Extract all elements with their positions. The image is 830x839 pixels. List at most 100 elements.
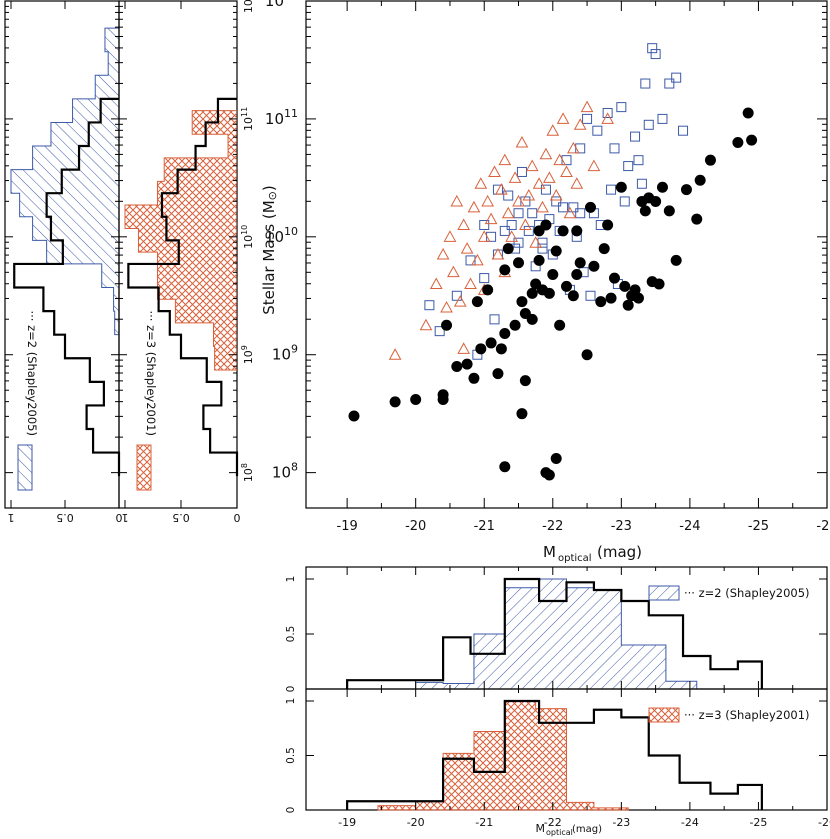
z3-triangle-point [460, 242, 474, 254]
x-tick-label: -21 [475, 816, 493, 829]
black-circle-point [502, 243, 514, 255]
z3-triangle-point [474, 177, 488, 189]
z3-triangle-point [573, 118, 587, 130]
y-tick-label: 0 [285, 686, 297, 693]
z2-square-point [623, 161, 634, 172]
black-circle-point [540, 219, 552, 231]
z2-square-point [434, 326, 445, 337]
svg-text:··· z=2 (Shapley2005): ··· z=2 (Shapley2005) [25, 310, 39, 436]
z3-triangle-point [443, 230, 457, 242]
x-tick-label: 0 [116, 511, 123, 524]
y-tick-label: 1010 [265, 225, 298, 246]
z3-triangle-point [556, 112, 570, 124]
x-tick-label: 0.5 [172, 511, 190, 524]
z3-triangle-point [522, 189, 536, 201]
z3-triangle-point [515, 135, 529, 148]
x-tick-label: -22 [542, 519, 563, 534]
black-circle-point [471, 296, 483, 308]
z2-square-point [585, 290, 596, 301]
black-circle-point [533, 254, 545, 266]
black-circle-point [598, 243, 610, 255]
z2-square-point [561, 155, 572, 166]
black-circle-point [547, 269, 559, 281]
black-circle-point [581, 349, 593, 361]
bottom-xlabel-sub: optical [546, 828, 573, 837]
black-circle-point [499, 461, 511, 473]
svg-text:··· z=2 (Shapley2005): ··· z=2 (Shapley2005) [684, 586, 810, 600]
x-tick-label: -26 [818, 816, 830, 829]
z2-square-point [664, 78, 675, 89]
z3-triangle-point [508, 171, 522, 183]
black-circle-point [389, 396, 401, 408]
z3-triangle-point [467, 200, 481, 213]
black-circle-point [622, 299, 634, 311]
z3-triangle-point [457, 218, 471, 231]
black-circle-point [550, 245, 562, 257]
z2-square-point [503, 190, 514, 201]
z2-square-point [606, 184, 617, 195]
black-circle-point [461, 358, 473, 370]
z2-square-point [486, 231, 497, 242]
z3-triangle-point [471, 253, 484, 266]
shaded-histogram [377, 700, 629, 811]
black-circle-point [554, 319, 566, 331]
black-circle-point [574, 257, 586, 269]
z3-triangle-point [477, 230, 491, 242]
z2-square-point [630, 131, 641, 142]
z3-triangle-point [529, 236, 542, 248]
z3-triangle-point [495, 183, 508, 195]
black-circle-point [485, 337, 497, 349]
z2-square-point [609, 143, 620, 154]
black-circle-point [663, 205, 675, 217]
hist-bottom-z3-panel: 0 0.5 1 ··· z=3 (Shapley2001) -19 -20 -21 -22… [285, 688, 830, 837]
black-circle-point [650, 195, 662, 207]
black-circle-point [468, 372, 480, 384]
y-tick-label: 0.5 [285, 747, 297, 764]
y-tick-label: 1 [285, 576, 297, 583]
z3-triangle-point [491, 247, 505, 260]
z3-triangle-point [436, 247, 450, 260]
black-circle-point [615, 181, 627, 193]
svg-text:··· z=3 (Shapley2001): ··· z=3 (Shapley2001) [684, 708, 810, 722]
black-circle-point [495, 343, 507, 355]
z2-square-point [506, 220, 517, 231]
z2-square-point [537, 237, 548, 248]
z2-square-point [537, 243, 548, 254]
black-histogram [13, 97, 121, 477]
z2-square-point [516, 166, 527, 177]
z3-triangle-point [498, 153, 512, 166]
z2-square-point [489, 314, 500, 325]
z2-square-point [602, 108, 613, 119]
z3-triangle-point [505, 230, 519, 242]
x-tick-label: 1 [8, 511, 15, 524]
black-circle-point [732, 136, 744, 148]
black-circle-point [653, 278, 665, 290]
y-tick-label: 1011 [265, 107, 298, 128]
z3-triangle-point [587, 159, 601, 172]
left-y-tick-label: 1010 [240, 225, 255, 249]
x-tick-label: -23 [611, 519, 632, 534]
black-circle-point [482, 284, 494, 296]
black-circle-point [550, 452, 562, 464]
black-circle-point [492, 368, 504, 380]
hist-bottom-z2-panel: 0 0.5 1 ··· z=2 (Shapley2005) [285, 566, 828, 693]
z3-triangle-point [601, 112, 614, 124]
x-tick-label: -21 [474, 519, 495, 534]
black-circle-point [509, 319, 521, 331]
black-circle-point [588, 260, 600, 272]
black-circle-point [519, 375, 531, 387]
z2-square-point [513, 237, 524, 248]
z3-triangle-point [447, 265, 460, 278]
black-circle-point [680, 184, 692, 196]
scatter-xlabel: M [543, 543, 556, 561]
black-circle-point [670, 254, 682, 266]
scatter-xlabel-unit: (mag) [597, 543, 642, 561]
z2-square-point [633, 155, 644, 166]
legend-z3-bottom: ··· z=3 (Shapley2001) [648, 707, 810, 723]
z2-square-point [619, 196, 630, 207]
z2-square-point [650, 49, 661, 60]
z2-square-point [465, 255, 476, 266]
black-circle-point [629, 284, 641, 296]
y-tick-label: 109 [272, 343, 298, 364]
x-tick-label: -24 [681, 816, 699, 829]
